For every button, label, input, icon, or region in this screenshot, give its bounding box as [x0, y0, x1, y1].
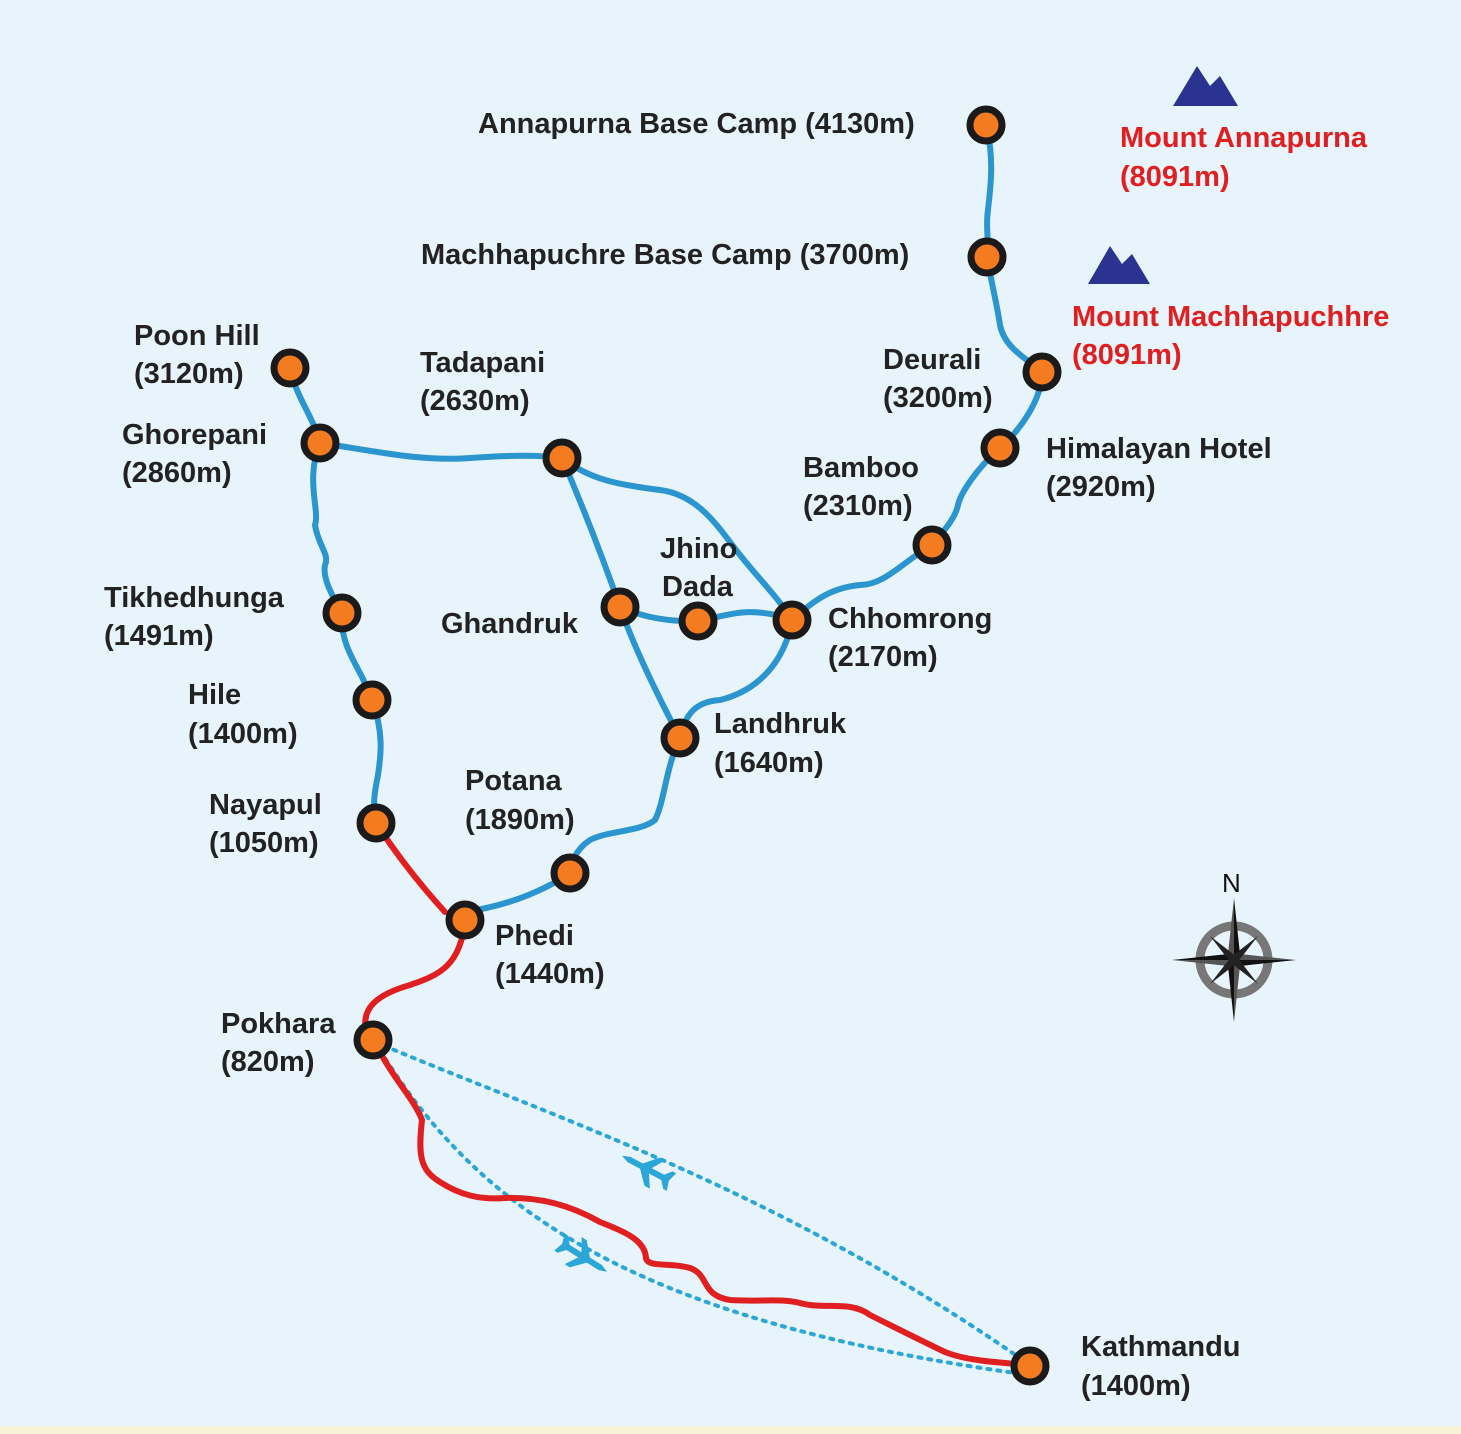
label-bamboo: Bamboo — [803, 452, 919, 484]
trek-ghandruk-landhruk — [617, 604, 683, 741]
label-machhapuchre-base-camp: Machhapuchre Base Camp (3700m) — [421, 239, 909, 271]
mountain-icon — [1088, 246, 1150, 284]
trek-ghorepani-tikhedhunga — [310, 440, 345, 616]
label-chhomrong: Chhomrong — [828, 603, 992, 635]
label-pokhara: Pokhara — [221, 1008, 336, 1040]
trek-abc-mbc — [983, 122, 995, 260]
node-tadapani[interactable] — [542, 438, 582, 478]
label-ghorepani-alt: (2860m) — [122, 457, 232, 489]
label-jhino: Jhino — [660, 533, 737, 565]
label-himalayan-hotel-alt: (2920m) — [1046, 471, 1156, 503]
label-dada: Dada — [662, 571, 734, 603]
label-mount-machhapuchhre: Mount Machhapuchhre — [1072, 301, 1389, 333]
trek-landhruk-potana — [567, 735, 683, 876]
node-poon-hill[interactable] — [270, 348, 310, 388]
plane-icon — [614, 1141, 679, 1197]
node-hile[interactable] — [352, 680, 392, 720]
label-pokhara-alt: (820m) — [221, 1046, 315, 1078]
node-nayapul[interactable] — [356, 803, 396, 843]
label-poon-hill-alt: (3120m) — [134, 358, 244, 390]
label-ghandruk: Ghandruk — [441, 608, 579, 640]
node-tikhedhunga[interactable] — [322, 593, 362, 633]
label-annapurna-base-camp: Annapurna Base Camp (4130m) — [478, 108, 915, 140]
stops — [270, 105, 1062, 1386]
compass-star-icon — [1172, 898, 1296, 1022]
label-tadapani: Tadapani — [420, 347, 545, 379]
label-mount-annapurna: Mount Annapurna — [1120, 122, 1368, 154]
trek-tadapani-chhomrong — [559, 455, 795, 623]
label-hile-alt: (1400m) — [188, 718, 298, 750]
compass-rose: N — [1172, 868, 1296, 1022]
node-pokhara[interactable] — [353, 1020, 393, 1060]
mountain-icon — [1173, 66, 1238, 106]
node-phedi[interactable] — [445, 900, 485, 940]
flight-route-upper — [373, 1040, 1032, 1367]
label-bamboo-alt: (2310m) — [803, 490, 913, 522]
node-potana[interactable] — [550, 853, 590, 893]
trek-bamboo-chhomrong — [789, 542, 935, 623]
label-phedi-alt: (1440m) — [495, 958, 605, 990]
label-potana: Potana — [465, 765, 563, 797]
trek-ghorepani-tadapani — [317, 440, 565, 462]
flight-routes — [373, 1040, 1032, 1377]
label-deurali: Deurali — [883, 344, 981, 376]
node-deurali[interactable] — [1022, 352, 1062, 392]
label-mount-annapurna-alt: (8091m) — [1120, 161, 1230, 193]
label-potana-alt: (1890m) — [465, 804, 575, 836]
node-landhruk[interactable] — [660, 718, 700, 758]
place-labels: Annapurna Base Camp (4130m) Machhapuchre… — [104, 108, 1272, 1402]
label-poon-hill: Poon Hill — [134, 320, 260, 352]
road-phedi-pokhara — [362, 919, 468, 1041]
label-deurali-alt: (3200m) — [883, 382, 993, 414]
node-ghorepani[interactable] — [300, 423, 340, 463]
bottom-strip — [0, 1426, 1461, 1434]
label-landhruk: Landhruk — [714, 708, 847, 740]
label-kathmandu-alt: (1400m) — [1081, 1370, 1191, 1402]
road-pokhara-kathmandu — [372, 1039, 1033, 1368]
label-ghorepani: Ghorepani — [122, 419, 267, 451]
label-phedi: Phedi — [495, 920, 574, 952]
node-ghandruk[interactable] — [600, 587, 640, 627]
label-tikhedhunga-alt: (1491m) — [104, 620, 214, 652]
node-machhapuchre-base-camp[interactable] — [967, 237, 1007, 277]
label-chhomrong-alt: (2170m) — [828, 641, 938, 673]
compass-north-label: N — [1222, 868, 1241, 898]
label-nayapul: Nayapul — [209, 789, 322, 821]
label-mount-machhapuchhre-alt: (8091m) — [1072, 339, 1182, 371]
label-kathmandu: Kathmandu — [1081, 1331, 1241, 1363]
label-tikhedhunga: Tikhedhunga — [104, 582, 285, 614]
label-landhruk-alt: (1640m) — [714, 747, 824, 779]
node-chhomrong[interactable] — [772, 600, 812, 640]
node-jhino-dada[interactable] — [678, 601, 718, 641]
label-nayapul-alt: (1050m) — [209, 827, 319, 859]
node-kathmandu[interactable] — [1010, 1346, 1050, 1386]
node-bamboo[interactable] — [912, 525, 952, 565]
label-hile: Hile — [188, 679, 241, 711]
label-himalayan-hotel: Himalayan Hotel — [1046, 433, 1272, 465]
flight-route-lower — [373, 1040, 1032, 1377]
node-annapurna-base-camp[interactable] — [966, 105, 1006, 145]
label-tadapani-alt: (2630m) — [420, 385, 530, 417]
node-himalayan-hotel[interactable] — [980, 428, 1020, 468]
peaks: Mount Annapurna (8091m) Mount Machhapuch… — [1072, 66, 1389, 371]
